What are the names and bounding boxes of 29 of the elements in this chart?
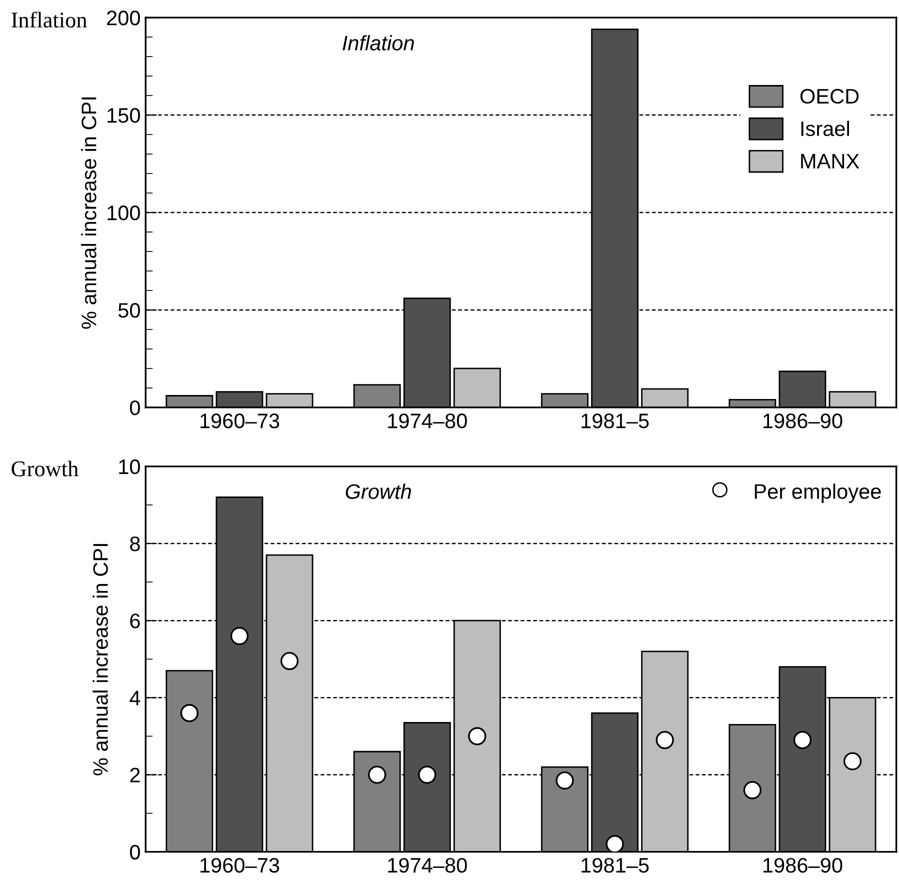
legend-label: Per employee: [754, 484, 881, 504]
y-tick-label: 150: [108, 108, 140, 123]
x-tick-label: 1981–5: [582, 414, 649, 428]
y-tick-label: 10: [119, 459, 140, 474]
y-tick-label: 200: [107, 10, 140, 26]
x-tick-label: 1960–73: [200, 858, 280, 873]
legend-label: MANX: [801, 154, 860, 168]
y-tick-label: 4: [130, 690, 140, 706]
x-tick-label: 1986–90: [764, 858, 842, 873]
x-tick-label: 1986–90: [764, 414, 842, 428]
y-axis-title: % annual increase in CPI: [92, 544, 108, 776]
x-tick-label: 1974–80: [388, 414, 467, 428]
text: Inflation: [342, 35, 414, 50]
y-tick-label: 0: [130, 844, 140, 860]
y-tick-label: 0: [130, 400, 140, 416]
text: Growth: [12, 460, 78, 476]
y-tick-label: 8: [130, 536, 140, 552]
x-tick-label: 1960–73: [200, 414, 280, 428]
y-axis-title: % annual increase in CPI: [81, 97, 96, 329]
y-tick-label: 2: [130, 768, 140, 782]
text: Growth: [346, 484, 411, 499]
y-tick-label: 6: [130, 614, 140, 628]
legend-label: OECD: [800, 88, 859, 104]
text: Inflation: [12, 12, 87, 28]
x-tick-label: 1974–80: [388, 858, 467, 873]
x-tick-label: 1981–5: [582, 858, 649, 873]
y-tick-label: 50: [118, 302, 140, 318]
legend-label: Israel: [801, 120, 849, 136]
y-tick-label: 100: [108, 206, 140, 220]
